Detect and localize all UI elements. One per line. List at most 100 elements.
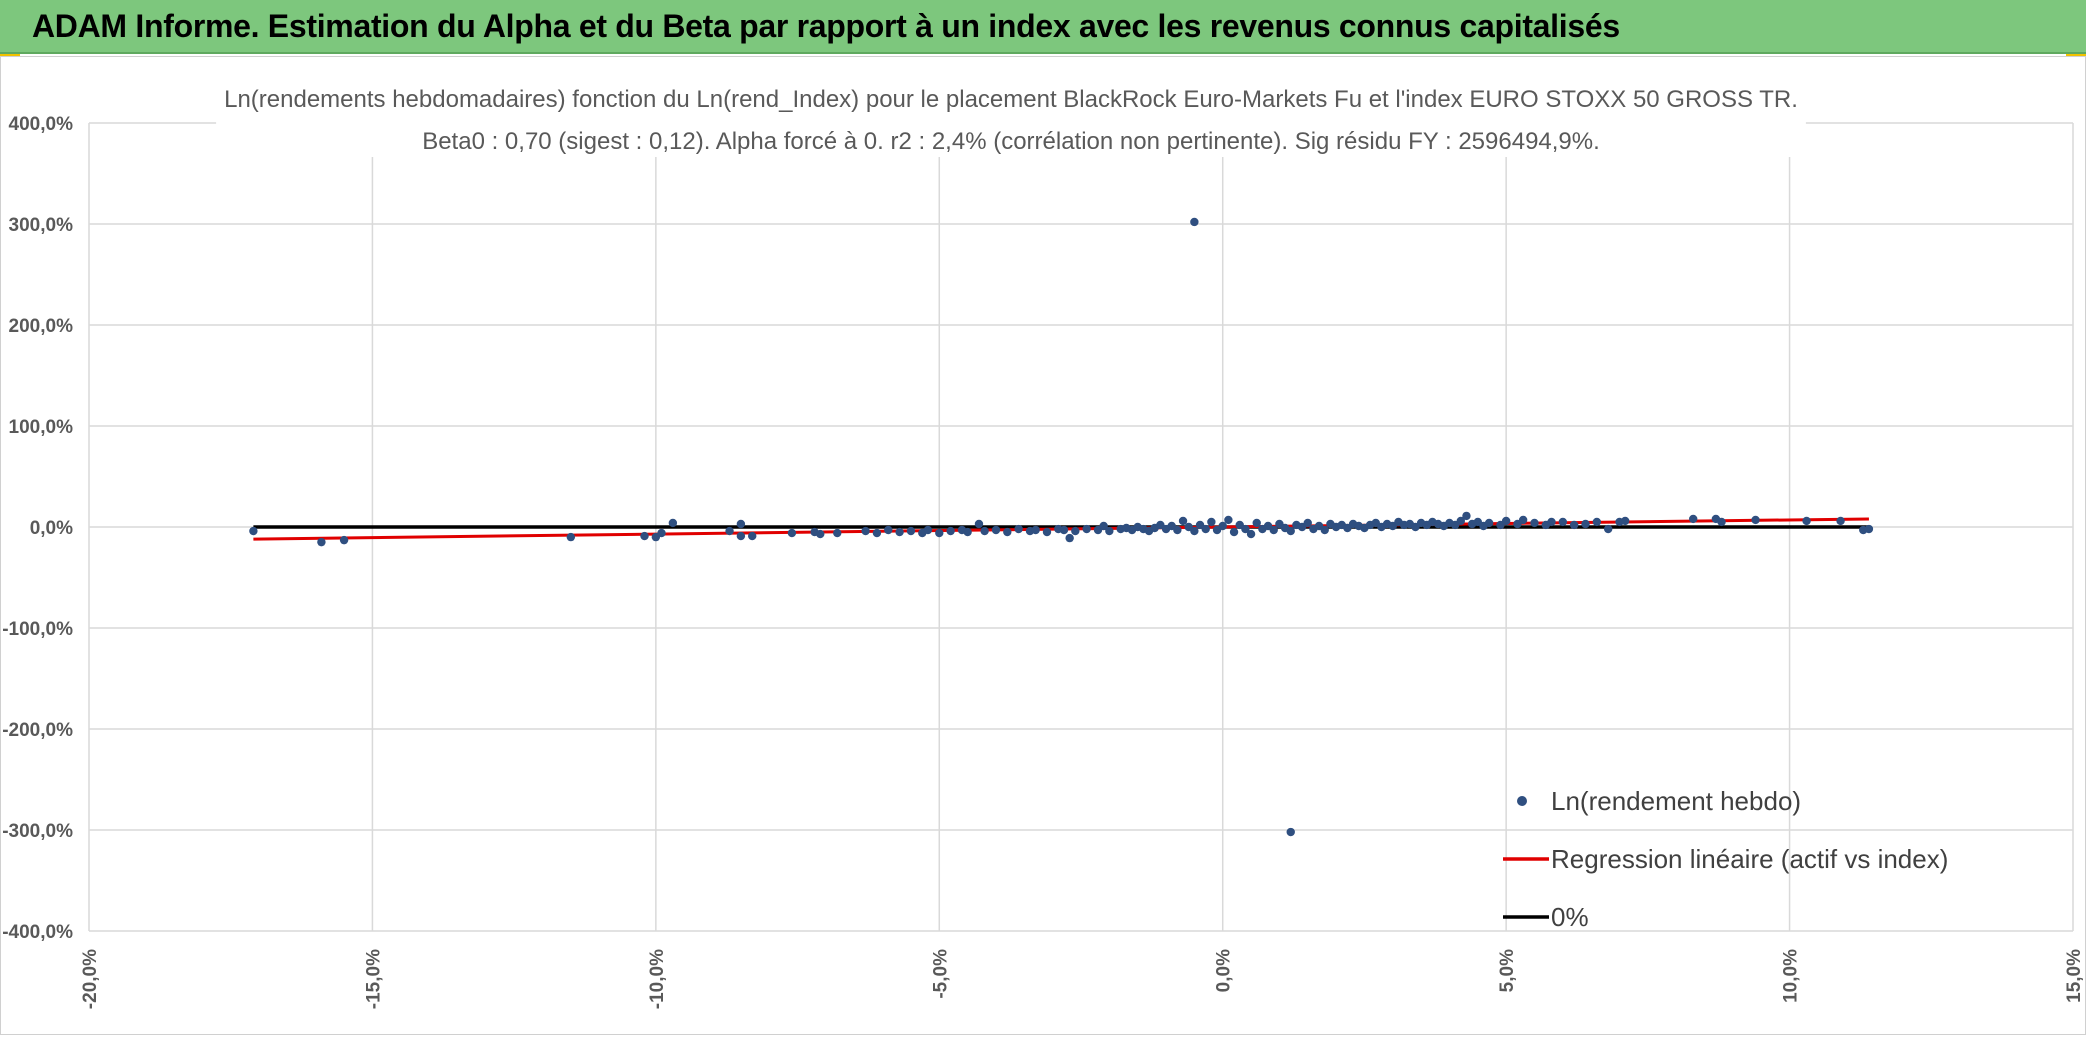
data-point xyxy=(1484,518,1494,528)
data-point xyxy=(906,526,916,536)
data-point xyxy=(787,528,797,538)
data-point xyxy=(1558,517,1568,527)
data-point xyxy=(1201,524,1210,534)
x-tick-label: 5,0% xyxy=(1497,949,1518,992)
data-point xyxy=(1246,529,1256,539)
x-axis-tick-labels: -20,0% -15,0% -10,0% -5,0% 0,0% 5,0% 10,0% 15,0… xyxy=(80,949,2085,1009)
data-point xyxy=(1042,527,1052,537)
data-point xyxy=(1501,516,1511,526)
data-point xyxy=(1286,526,1295,536)
data-point xyxy=(736,519,746,529)
x-tick-label: -15,0% xyxy=(363,949,384,1009)
data-point xyxy=(1178,516,1188,526)
scatter-chart: 400,0% 300,0% 200,0% 100,0% 0,0% -100,0% -200,… xyxy=(2,81,2085,1009)
y-tick-label: 100,0% xyxy=(9,417,74,438)
data-point xyxy=(1031,525,1040,535)
data-point xyxy=(1462,511,1471,521)
data-point xyxy=(1592,517,1602,527)
data-point xyxy=(249,526,258,536)
data-point xyxy=(1456,516,1465,526)
data-point xyxy=(1864,524,1874,534)
y-axis-tick-labels: 400,0% 300,0% 200,0% 100,0% 0,0% -100,0% -200,… xyxy=(2,114,73,943)
data-point xyxy=(935,528,944,538)
chart-area: 400,0% 300,0% 200,0% 100,0% 0,0% -100,0% -200,… xyxy=(0,56,2086,1035)
data-point xyxy=(640,531,649,541)
data-point xyxy=(833,528,842,538)
y-tick-label: -100,0% xyxy=(2,619,73,640)
title-banner: ADAM Informe. Estimation du Alpha et du … xyxy=(0,0,2086,54)
data-point xyxy=(1003,527,1012,537)
data-point xyxy=(1836,516,1845,526)
y-tick-label: -400,0% xyxy=(2,922,73,943)
page-title: ADAM Informe. Estimation du Alpha et du … xyxy=(32,8,1620,44)
legend-marker-points xyxy=(1517,796,1527,806)
data-point xyxy=(946,526,955,536)
data-point xyxy=(1530,518,1539,528)
data-point xyxy=(566,532,576,542)
y-tick-label: -300,0% xyxy=(2,821,73,842)
data-point xyxy=(339,535,349,545)
data-point xyxy=(980,526,989,536)
data-point xyxy=(1252,518,1261,528)
x-tick-label: 15,0% xyxy=(2064,949,2085,1003)
y-tick-label: 200,0% xyxy=(9,316,74,337)
y-tick-label: 0,0% xyxy=(30,518,73,539)
data-point xyxy=(1207,517,1216,527)
chart-title-line-1: Ln(rendements hebdomadaires) fonction du… xyxy=(224,86,1798,113)
x-tick-label: -10,0% xyxy=(647,949,668,1009)
data-point xyxy=(974,519,984,529)
data-point xyxy=(1190,526,1199,536)
data-point xyxy=(1581,519,1590,529)
x-tick-label: 0,0% xyxy=(1214,949,1235,992)
data-point xyxy=(1269,525,1278,535)
legend: Ln(rendement hebdo) Regression linéaire (… xyxy=(1503,786,1948,932)
data-point xyxy=(1802,516,1811,526)
data-point xyxy=(963,527,972,537)
data-point xyxy=(748,531,757,541)
chart-title-line-2: Beta0 : 0,70 (sigest : 0,12). Alpha forc… xyxy=(422,128,1600,155)
data-point xyxy=(1603,524,1613,534)
data-point xyxy=(1229,527,1239,537)
data-point xyxy=(1620,516,1630,526)
data-point xyxy=(725,526,734,536)
y-tick-label: 400,0% xyxy=(9,114,74,135)
data-point xyxy=(1286,827,1295,837)
y-tick-label: -200,0% xyxy=(2,720,73,741)
data-point xyxy=(1014,524,1023,534)
data-point xyxy=(1173,525,1182,535)
data-point xyxy=(657,528,666,538)
data-point xyxy=(1751,515,1760,525)
data-point xyxy=(816,529,825,539)
x-tick-label: 10,0% xyxy=(1781,949,1802,1003)
data-point xyxy=(1105,526,1114,536)
x-tick-label: -5,0% xyxy=(930,949,951,999)
chart-title-background xyxy=(216,81,1806,157)
data-point xyxy=(736,531,746,541)
data-point xyxy=(1071,526,1080,536)
data-point xyxy=(1059,525,1069,535)
data-point xyxy=(1569,520,1579,530)
data-point xyxy=(884,525,893,535)
data-point xyxy=(923,525,933,535)
data-point xyxy=(1065,533,1074,543)
data-point xyxy=(895,527,904,537)
data-point xyxy=(1320,525,1329,535)
data-point xyxy=(1303,518,1312,528)
data-point xyxy=(1082,524,1091,534)
data-point xyxy=(1547,517,1556,527)
legend-label: 0% xyxy=(1551,902,1589,932)
data-point xyxy=(991,525,1001,535)
data-point xyxy=(1099,521,1108,531)
data-point xyxy=(1218,521,1227,531)
legend-label: Ln(rendement hebdo) xyxy=(1551,786,1801,816)
data-point xyxy=(861,526,870,536)
data-point xyxy=(872,528,882,538)
data-point xyxy=(1689,514,1698,524)
data-point xyxy=(1518,515,1528,525)
data-point xyxy=(668,518,678,528)
x-tick-label: -20,0% xyxy=(80,949,101,1009)
data-point xyxy=(1717,517,1726,527)
legend-label: Regression linéaire (actif vs index) xyxy=(1551,844,1948,874)
data-points xyxy=(249,217,1874,837)
data-point xyxy=(317,537,326,547)
